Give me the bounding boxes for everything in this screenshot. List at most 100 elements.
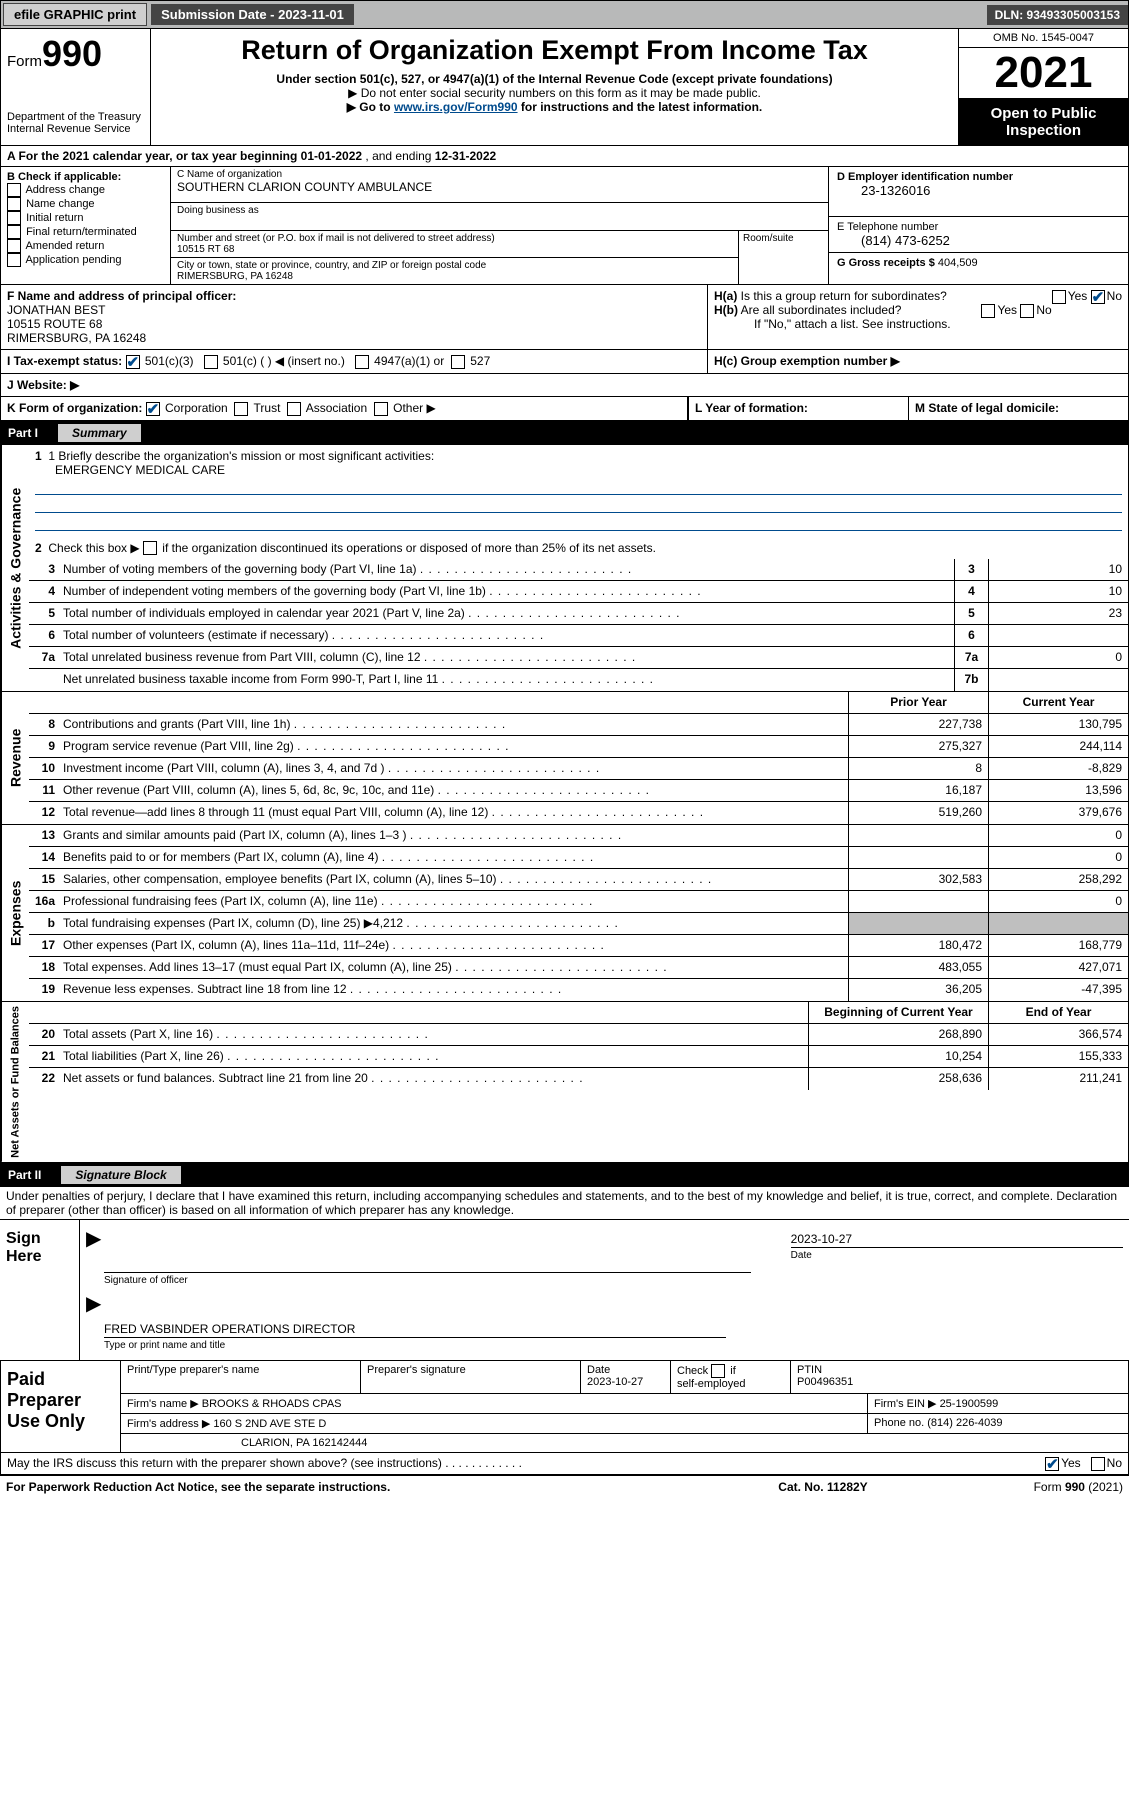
- firm-ein-l: Firm's EIN ▶: [874, 1398, 937, 1410]
- sig-date-value: 2023-10-27: [791, 1232, 852, 1246]
- row-prior: 227,738: [848, 714, 988, 735]
- officer-street: 10515 ROUTE 68: [7, 317, 701, 331]
- chk-discontinued[interactable]: [143, 541, 157, 555]
- chk-initial-return[interactable]: [7, 211, 21, 225]
- row-text: Benefits paid to or for members (Part IX…: [59, 847, 848, 868]
- box-j: J Website: ▶: [1, 374, 1128, 396]
- row-current: -8,829: [988, 758, 1128, 779]
- chk-amended-return[interactable]: [7, 239, 21, 253]
- form-number: 990: [42, 33, 102, 74]
- ptin-value: P00496351: [797, 1376, 1122, 1388]
- chk-corporation[interactable]: [146, 402, 160, 416]
- boxC-name-label: C Name of organization: [177, 169, 822, 180]
- row-line-ref: 5: [954, 603, 988, 624]
- row-current: 130,795: [988, 714, 1128, 735]
- chk-address-change[interactable]: [7, 183, 21, 197]
- declaration-text: Under penalties of perjury, I declare th…: [0, 1187, 1129, 1219]
- side-net-assets: Net Assets or Fund Balances: [1, 1002, 29, 1162]
- row-num: 13: [29, 825, 59, 846]
- row-num: [29, 669, 59, 691]
- chk-hb-no[interactable]: [1020, 304, 1034, 318]
- phone-value: (814) 473-6252: [837, 233, 1120, 248]
- chk-527[interactable]: [451, 355, 465, 369]
- tax-year: 2021: [959, 48, 1128, 99]
- row-num: 18: [29, 957, 59, 978]
- row-num: 21: [29, 1046, 59, 1067]
- summary-row: 10Investment income (Part VIII, column (…: [29, 758, 1128, 780]
- org-city: RIMERSBURG, PA 16248: [177, 271, 732, 282]
- row-prior: 302,583: [848, 869, 988, 890]
- chk-association[interactable]: [287, 402, 301, 416]
- row-text: Salaries, other compensation, employee b…: [59, 869, 848, 890]
- paid-preparer-block: Paid Preparer Use Only Print/Type prepar…: [0, 1361, 1129, 1453]
- row-num: 14: [29, 847, 59, 868]
- toolbar: efile GRAPHIC print Submission Date - 20…: [0, 0, 1129, 29]
- row-prior: 8: [848, 758, 988, 779]
- efile-print-button[interactable]: efile GRAPHIC print: [3, 3, 147, 26]
- chk-4947a1[interactable]: [355, 355, 369, 369]
- signature-block: Under penalties of perjury, I declare th…: [0, 1187, 1129, 1361]
- instructions-link[interactable]: www.irs.gov/Form990: [394, 100, 518, 114]
- eoy-hdr: End of Year: [988, 1002, 1128, 1023]
- summary-row: 4Number of independent voting members of…: [29, 581, 1128, 603]
- row-j: J Website: ▶: [0, 374, 1129, 397]
- header-right: OMB No. 1545-0047 2021 Open to Public In…: [958, 29, 1128, 145]
- boxI-o3: 4947(a)(1) or: [374, 354, 444, 368]
- chk-ha-yes[interactable]: [1052, 290, 1066, 304]
- firm-addr2: CLARION, PA 162142444: [121, 1434, 1128, 1452]
- summary-row: 12Total revenue—add lines 8 through 11 (…: [29, 802, 1128, 824]
- chk-final-return[interactable]: [7, 225, 21, 239]
- row-prior: 519,260: [848, 802, 988, 824]
- row-text: Investment income (Part VIII, column (A)…: [59, 758, 848, 779]
- submission-date: Submission Date - 2023-11-01: [151, 4, 354, 25]
- page-footer: For Paperwork Reduction Act Notice, see …: [0, 1475, 1129, 1498]
- row-current: 366,574: [988, 1024, 1128, 1045]
- current-year-hdr: Current Year: [988, 692, 1128, 713]
- row-current: 244,114: [988, 736, 1128, 757]
- part-ii-header: Part II Signature Block: [0, 1163, 1129, 1187]
- row-num: 20: [29, 1024, 59, 1045]
- mission-line-1: [35, 479, 1122, 495]
- summary-row: 21Total liabilities (Part X, line 26) 10…: [29, 1046, 1128, 1068]
- prep-phone: (814) 226-4039: [927, 1417, 1002, 1429]
- prep-h3: Date: [587, 1364, 664, 1376]
- row-text: Total expenses. Add lines 13–17 (must eq…: [59, 957, 848, 978]
- boxC-street-label: Number and street (or P.O. box if mail i…: [177, 233, 732, 244]
- row-value: 10: [988, 559, 1128, 580]
- row-text: Total number of volunteers (estimate if …: [59, 625, 954, 646]
- org-street: 10515 RT 68: [177, 244, 732, 255]
- row-prior: [848, 825, 988, 846]
- chk-hb-yes[interactable]: [981, 304, 995, 318]
- chk-discuss-no[interactable]: [1091, 1457, 1105, 1471]
- boy-hdr: Beginning of Current Year: [808, 1002, 988, 1023]
- chk-501c3[interactable]: [126, 355, 140, 369]
- row-current: 0: [988, 891, 1128, 912]
- chk-other[interactable]: [374, 402, 388, 416]
- form-id-block: Form990 Department of the Treasury Inter…: [1, 29, 151, 145]
- chk-name-change[interactable]: [7, 197, 21, 211]
- chk-501c[interactable]: [204, 355, 218, 369]
- dept-treasury: Department of the Treasury: [7, 111, 144, 123]
- row-num: 16a: [29, 891, 59, 912]
- chk-trust[interactable]: [234, 402, 248, 416]
- summary-row: 19Revenue less expenses. Subtract line 1…: [29, 979, 1128, 1001]
- chk-application-pending[interactable]: [7, 253, 21, 267]
- row-prior: 275,327: [848, 736, 988, 757]
- section-expenses: Expenses 13Grants and similar amounts pa…: [0, 825, 1129, 1002]
- chk-discuss-yes[interactable]: [1045, 1457, 1059, 1471]
- summary-row: 20Total assets (Part X, line 16) 268,890…: [29, 1024, 1128, 1046]
- chk-ha-no[interactable]: [1091, 290, 1105, 304]
- boxL-label: L Year of formation:: [695, 401, 808, 415]
- chk-self-employed[interactable]: [711, 1364, 725, 1378]
- row-text: Contributions and grants (Part VIII, lin…: [59, 714, 848, 735]
- row-prior: 268,890: [808, 1024, 988, 1045]
- irs-label: Internal Revenue Service: [7, 123, 144, 135]
- summary-row: 6Total number of volunteers (estimate if…: [29, 625, 1128, 647]
- row-num: 6: [29, 625, 59, 646]
- boxC-city-label: City or town, state or province, country…: [177, 260, 732, 271]
- row-prior: [848, 913, 988, 934]
- sig-arrow-2: ▶: [86, 1293, 101, 1315]
- boxI-o1: 501(c)(3): [145, 354, 194, 368]
- footer-c-pre: Form: [1034, 1480, 1065, 1494]
- mission-block: 1 1 Briefly describe the organization's …: [29, 445, 1128, 560]
